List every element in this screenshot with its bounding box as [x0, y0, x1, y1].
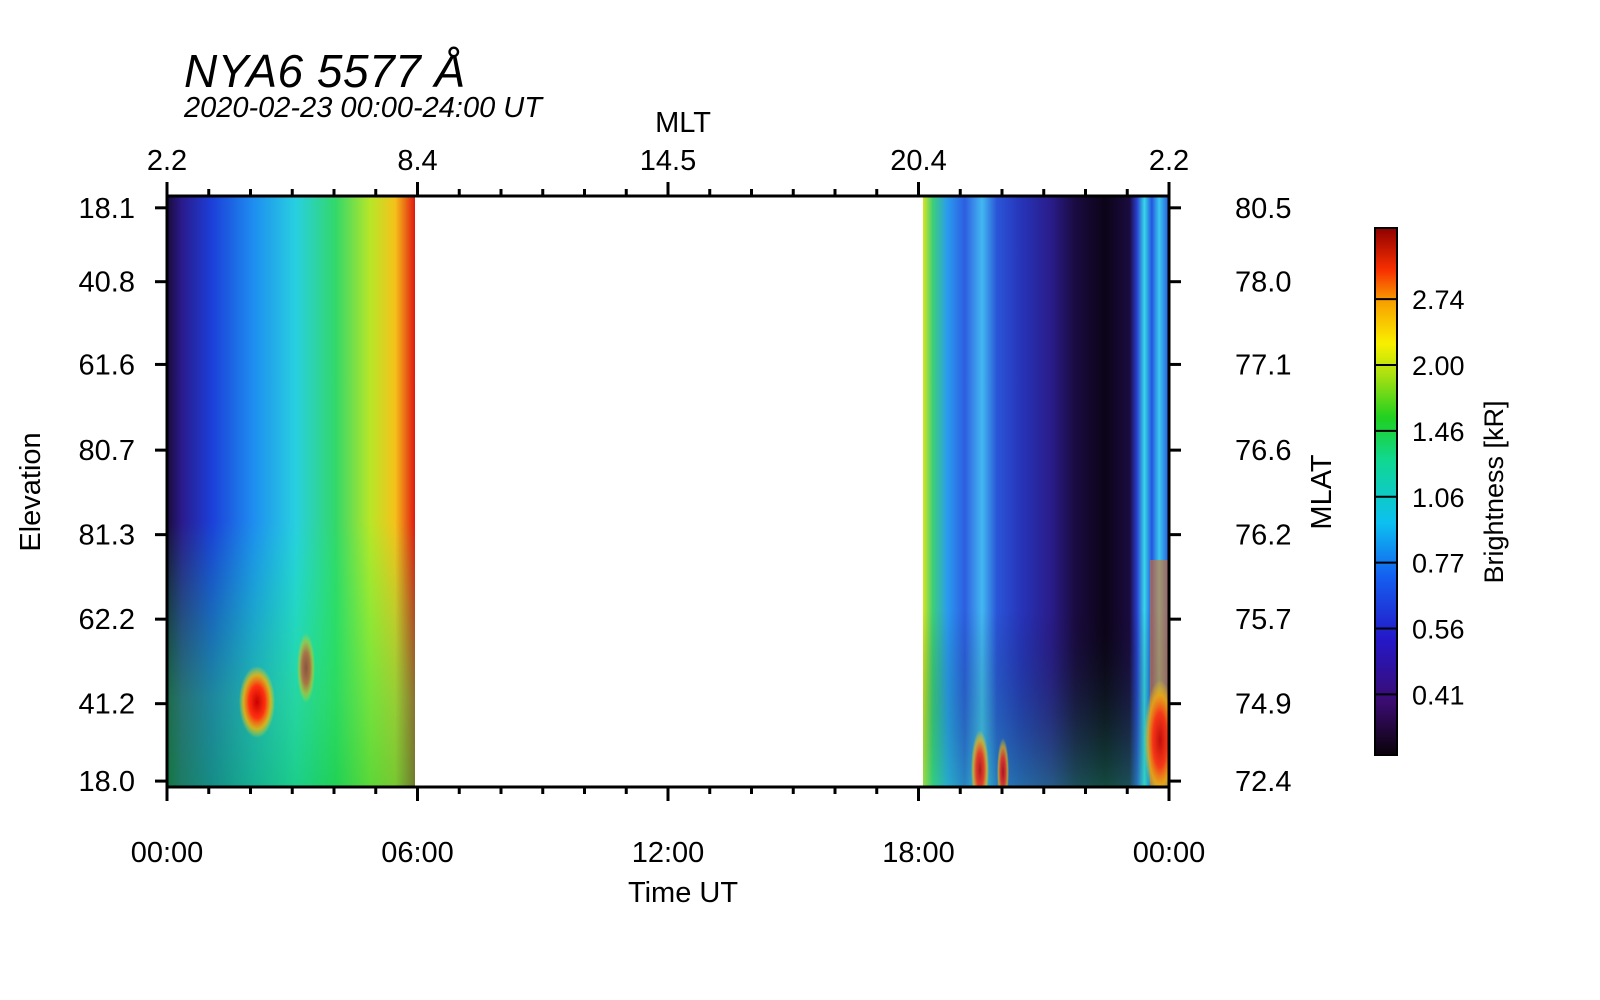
x-top-axis-label: MLT	[655, 107, 711, 139]
y-right-axis-label: MLAT	[1306, 454, 1338, 529]
colorbar-ticks: 2.74 2.00 1.46 1.06 0.77 0.56 0.41	[1375, 285, 1465, 710]
x-top-tick-label: 14.5	[640, 145, 696, 177]
x-tick-label: 00:00	[131, 837, 204, 869]
y-tick-label: 80.7	[79, 435, 135, 467]
heatmap-morning-low-glow	[167, 196, 415, 787]
y-right-tick-label: 80.5	[1235, 193, 1291, 225]
y-right-tick-label: 77.1	[1235, 349, 1291, 381]
heatmap-red-spot	[239, 666, 275, 738]
y-tick-label: 40.8	[79, 267, 135, 299]
y-tick-label: 18.0	[79, 766, 135, 798]
x-top-tick-label: 2.2	[147, 145, 187, 177]
x-top-tick-label: 20.4	[890, 145, 946, 177]
chart-subtitle: 2020-02-23 00:00-24:00 UT	[184, 92, 542, 124]
colorbar-tick-label: 2.00	[1412, 351, 1465, 381]
x-axis-label: Time UT	[628, 877, 738, 909]
y-tick-label: 41.2	[79, 689, 135, 721]
heatmap-evening-arc-1	[971, 730, 989, 787]
colorbar-tick-label: 2.74	[1412, 285, 1465, 315]
y-right-tick-label: 74.9	[1235, 689, 1291, 721]
colorbar-tick-label: 1.06	[1412, 483, 1465, 513]
y-tick-label: 61.6	[79, 349, 135, 381]
chart-title: NYA6 5577 Å	[184, 45, 466, 97]
y-tick-label: 81.3	[79, 520, 135, 552]
y-axis-label: Elevation	[15, 432, 47, 551]
x-top-tick-label: 2.2	[1149, 145, 1189, 177]
x-tick-label: 12:00	[632, 837, 705, 869]
x-tick-label: 00:00	[1133, 837, 1206, 869]
y-right-tick-label: 72.4	[1235, 766, 1291, 798]
y-tick-label: 18.1	[79, 193, 135, 225]
heatmap-image	[167, 196, 1169, 787]
colorbar-tick-label: 0.77	[1412, 549, 1465, 579]
y-right-tick-label: 78.0	[1235, 267, 1291, 299]
y-right-tick-label: 76.6	[1235, 435, 1291, 467]
heatmap-orange-streak	[297, 633, 315, 703]
heatmap-late-spot	[1144, 680, 1169, 787]
colorbar-label: Brightness [kR]	[1479, 400, 1509, 583]
colorbar-tick-label: 0.56	[1412, 615, 1465, 645]
x-tick-label: 06:00	[381, 837, 454, 869]
x-top-tick-label: 8.4	[397, 145, 437, 177]
x-tick-label: 18:00	[882, 837, 955, 869]
y-right-tick-label: 75.7	[1235, 604, 1291, 636]
colorbar-tick-label: 1.46	[1412, 417, 1465, 447]
plot-axes: 00:00 06:00 12:00 18:00 00:00 2.2 8.4 14.5 20.4 2…	[79, 145, 1292, 869]
colorbar-tick-label: 0.41	[1412, 680, 1465, 710]
heatmap-evening-low-glow	[923, 196, 1169, 787]
y-right-tick-label: 76.2	[1235, 520, 1291, 552]
heatmap-evening-arc-2	[997, 738, 1009, 787]
y-tick-label: 62.2	[79, 604, 135, 636]
colorbar	[1374, 227, 1398, 756]
